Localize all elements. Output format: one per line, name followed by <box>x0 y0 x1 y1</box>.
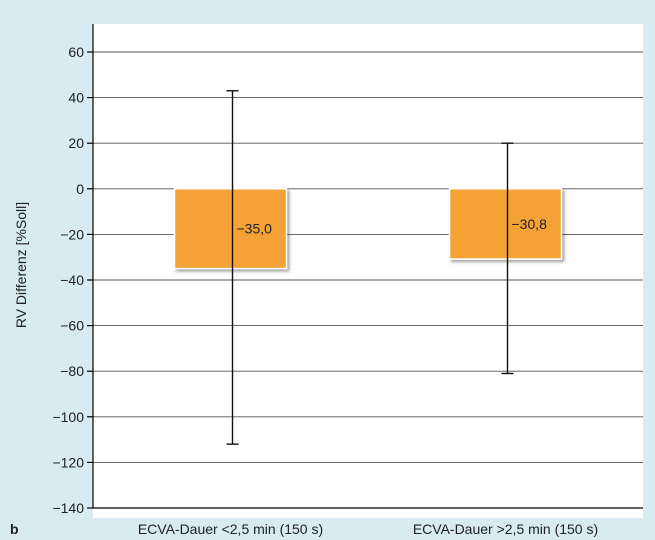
y-tick-label: −20 <box>60 226 84 242</box>
y-axis-ticks: 60 40 20 0 −20 −40 −60 −80 −100 −120 −140 <box>52 44 93 516</box>
bar-value-label: −30,8 <box>512 216 548 232</box>
value-labels: −35,0 −30,8 <box>237 216 548 237</box>
x-tick-label: ECVA-Dauer <2,5 min (150 s) <box>138 521 323 537</box>
y-tick-label: −80 <box>60 363 84 379</box>
bar-value-label: −35,0 <box>237 221 273 237</box>
y-axis-title: RV Differenz [%Soll] <box>13 202 29 328</box>
panel-label: b <box>10 521 19 537</box>
y-tick-label: −60 <box>60 318 84 334</box>
y-tick-label: −40 <box>60 272 84 288</box>
bars <box>173 188 563 270</box>
bar <box>448 188 563 260</box>
y-tick-label: −120 <box>52 454 84 470</box>
x-tick-label: ECVA-Dauer >2,5 min (150 s) <box>413 521 598 537</box>
y-tick-label: 20 <box>68 135 84 151</box>
x-axis-labels: ECVA-Dauer <2,5 min (150 s) ECVA-Dauer >2… <box>138 521 598 537</box>
y-tick-label: 0 <box>76 181 84 197</box>
bar <box>173 188 288 270</box>
plot-area <box>93 24 643 518</box>
y-tick-label: 40 <box>68 90 84 106</box>
y-tick-label: 60 <box>68 44 84 60</box>
error-bars <box>226 90 514 445</box>
y-tick-label: −100 <box>52 409 84 425</box>
y-tick-label: −140 <box>52 500 84 516</box>
